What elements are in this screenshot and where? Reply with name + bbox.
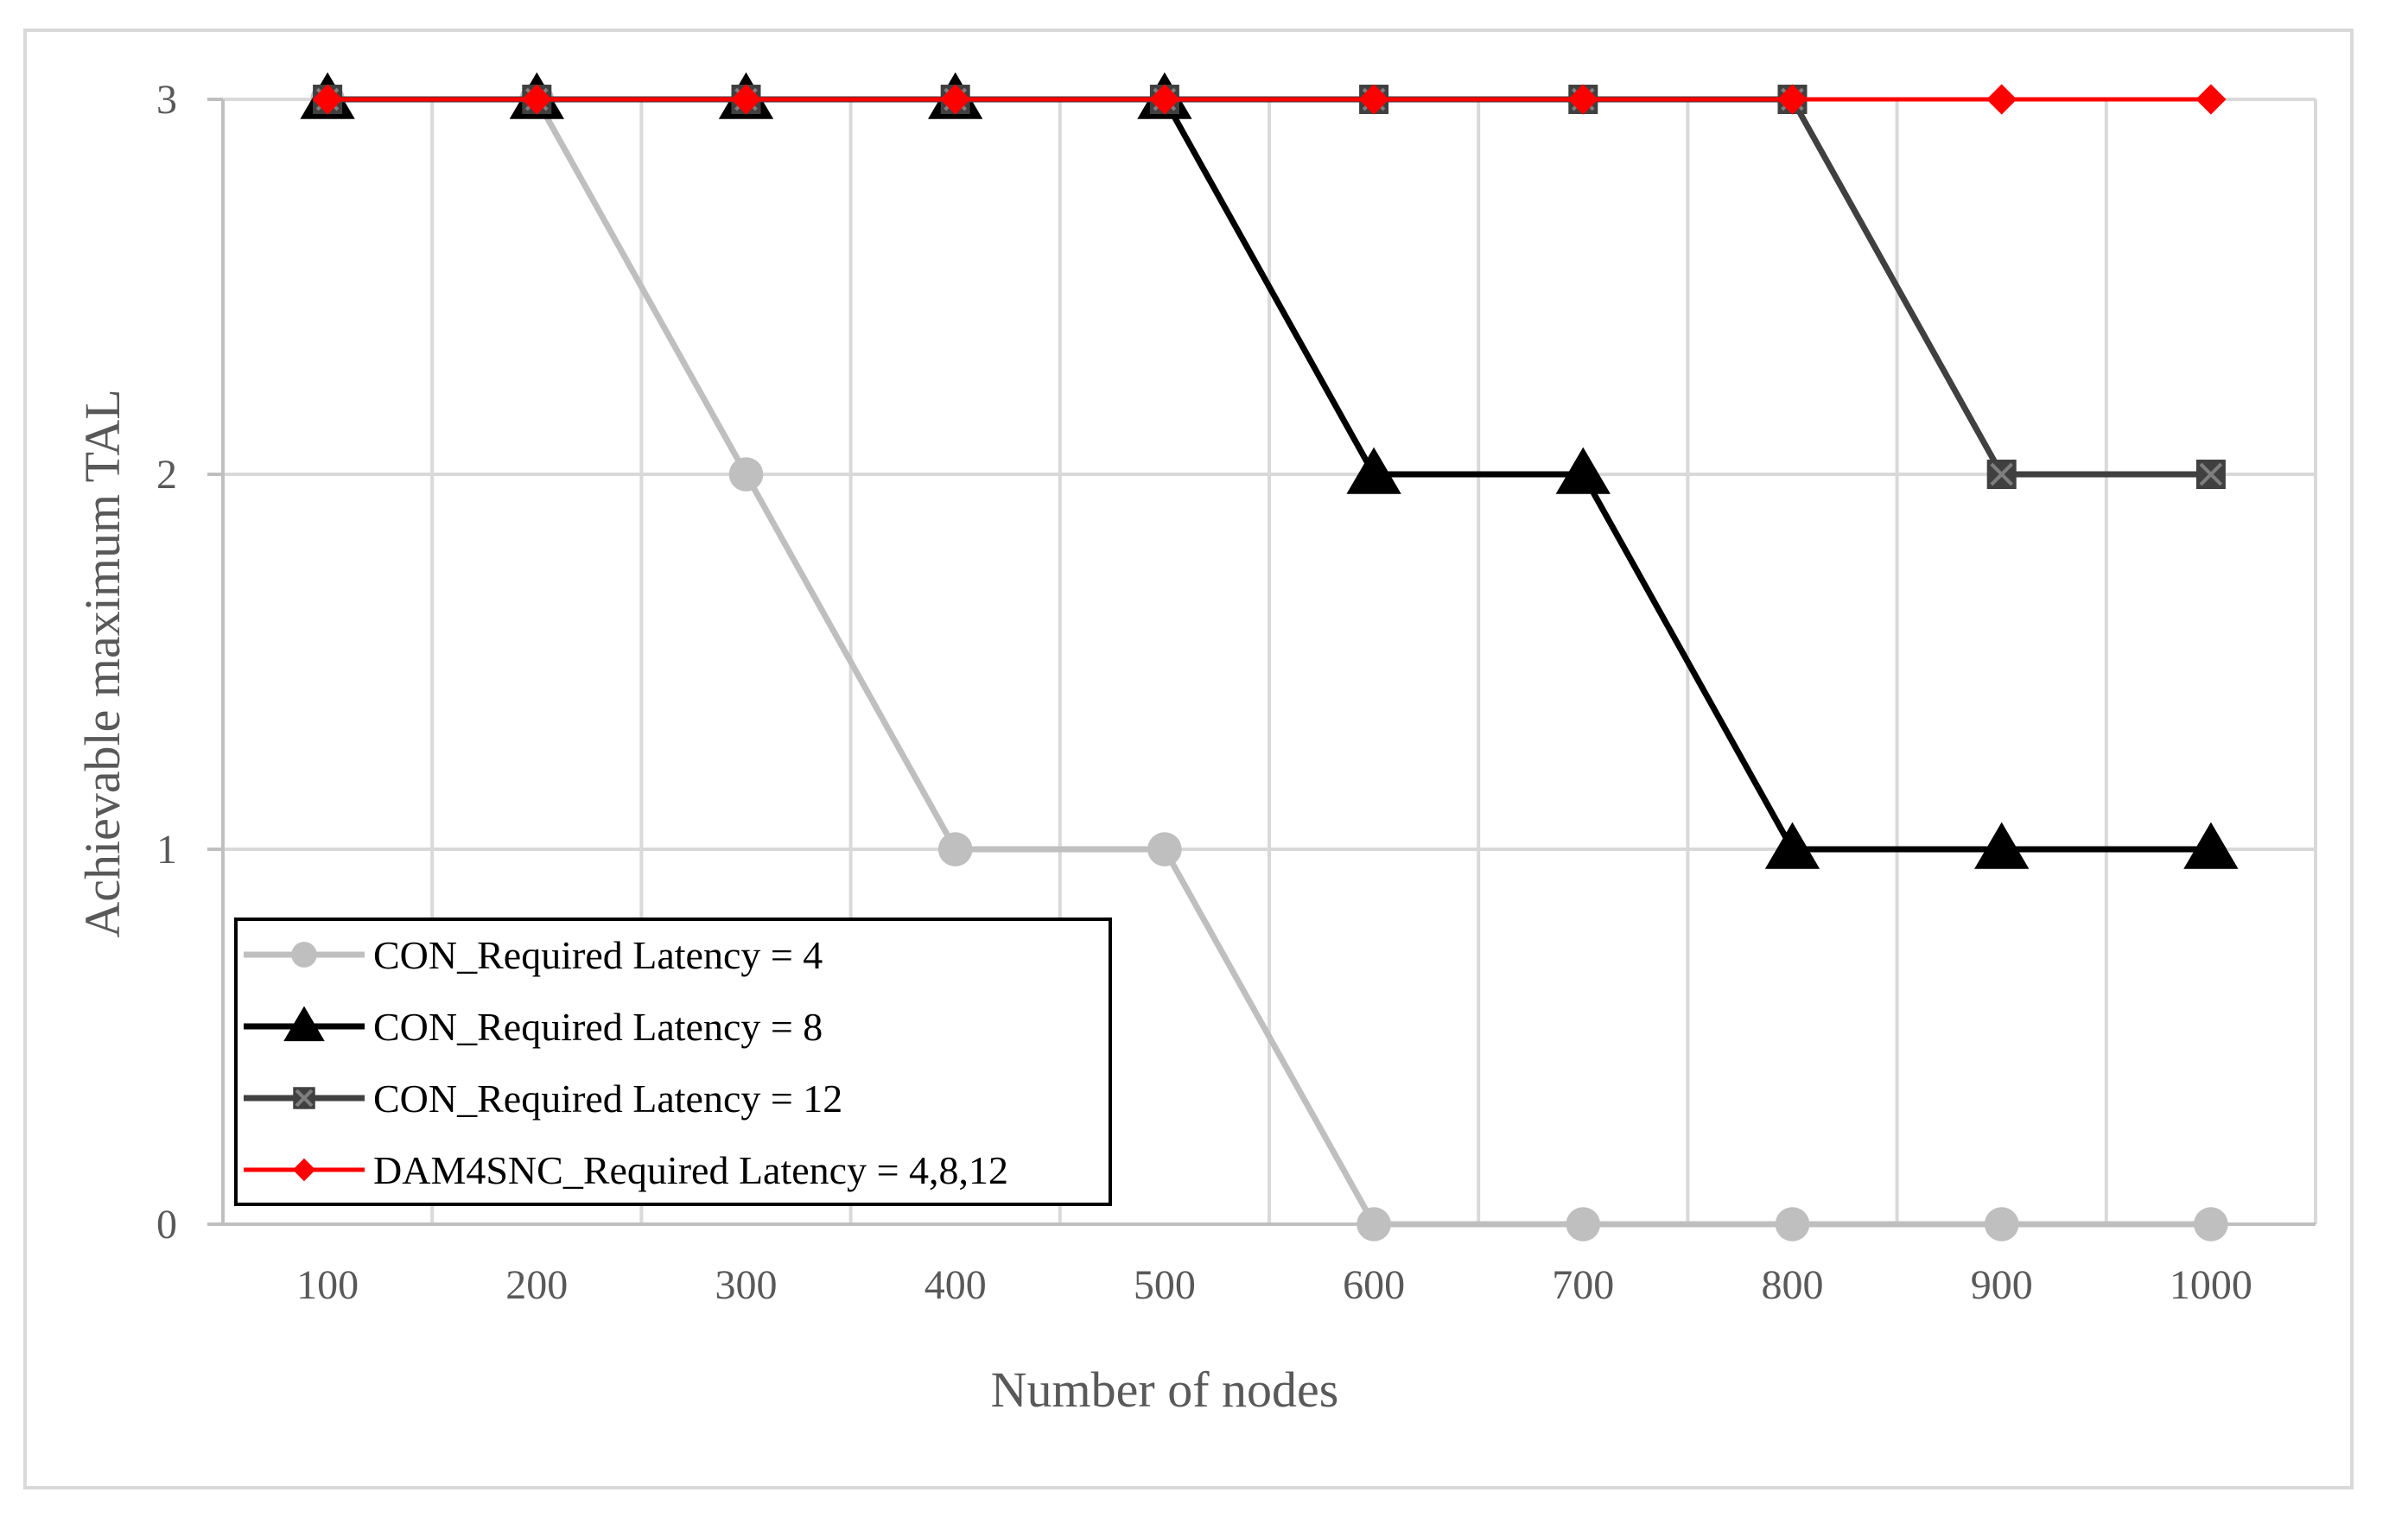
data-point — [728, 457, 764, 492]
x-tick-label: 700 — [1552, 1262, 1614, 1308]
legend-label: CON_Required Latency = 8 — [373, 1005, 823, 1049]
legend-entry: CON_Required Latency = 8 — [244, 1005, 823, 1049]
square-marker-cross — [295, 1089, 314, 1108]
x-tick-label: 800 — [1762, 1262, 1824, 1308]
x-tick-label: 1000 — [2170, 1262, 2252, 1308]
data-point — [1358, 84, 1389, 115]
x-tick-labels: 100 200 300 400 500 600 700 800 900 1000 — [296, 1262, 2252, 1308]
data-point — [2195, 84, 2227, 115]
x-tick-label: 400 — [924, 1262, 987, 1308]
square-marker-cross — [2199, 462, 2223, 486]
legend-box — [234, 918, 1112, 1206]
series-line — [327, 96, 2211, 1228]
data-point — [1984, 1207, 2019, 1241]
legend-items: CON_Required Latency = 4 CON_Required Lat… — [244, 933, 1008, 1192]
data-point — [2194, 1207, 2228, 1241]
legend-entry: DAM4SNC_Required Latency = 4,8,12 — [244, 1148, 1008, 1192]
data-point — [730, 84, 762, 115]
legend-marker — [292, 1158, 316, 1182]
legend-label: CON_Required Latency = 12 — [373, 1076, 842, 1121]
data-point — [1776, 84, 1808, 115]
series-4 — [312, 84, 2227, 115]
legend-marker — [291, 942, 317, 968]
legend-label: DAM4SNC_Required Latency = 4,8,12 — [373, 1148, 1008, 1192]
y-axis-title: Achievable maximum TAL — [74, 389, 130, 937]
data-point — [1986, 460, 2017, 489]
data-point — [940, 84, 971, 115]
data-point — [521, 84, 552, 115]
x-tick-label: 900 — [1971, 1262, 2033, 1308]
legend-label: CON_Required Latency = 4 — [373, 933, 823, 977]
legend-entry: CON_Required Latency = 12 — [244, 1076, 842, 1121]
data-point — [1974, 822, 2030, 869]
data-point — [1764, 822, 1820, 869]
data-point — [1147, 832, 1182, 867]
y-tick-labels: 0 1 2 3 — [156, 77, 177, 1248]
x-tick-label: 100 — [296, 1262, 359, 1308]
y-tick-label: 3 — [156, 77, 177, 123]
data-point — [1555, 447, 1611, 494]
y-tick-label: 1 — [156, 827, 177, 873]
x-tick-label: 200 — [505, 1262, 568, 1308]
data-point — [1775, 1207, 1810, 1241]
legend-marker — [293, 1087, 315, 1109]
chart-frame — [23, 29, 2354, 1489]
x-axis-title: Number of nodes — [991, 1362, 1339, 1418]
x-tick-label: 300 — [715, 1262, 778, 1308]
data-point — [1149, 84, 1180, 115]
square-marker-cross — [1990, 462, 2014, 486]
legend-entry: CON_Required Latency = 4 — [244, 933, 823, 977]
data-point — [1356, 1207, 1391, 1241]
data-point — [2183, 822, 2239, 869]
x-tick-label: 500 — [1134, 1262, 1196, 1308]
y-tick-label: 0 — [156, 1202, 177, 1248]
y-tick-label: 2 — [156, 452, 177, 498]
legend: CON_Required Latency = 4 CON_Required Lat… — [234, 918, 1112, 1206]
series-markers — [300, 72, 2239, 1241]
data-point — [1566, 1207, 1601, 1241]
data-point — [1567, 84, 1598, 115]
legend-marker — [283, 1006, 325, 1042]
data-point — [312, 84, 343, 115]
data-point — [2195, 460, 2226, 489]
data-point — [1986, 84, 2017, 115]
x-tick-label: 600 — [1343, 1262, 1405, 1308]
data-point — [937, 832, 973, 867]
data-point — [1346, 447, 1401, 494]
